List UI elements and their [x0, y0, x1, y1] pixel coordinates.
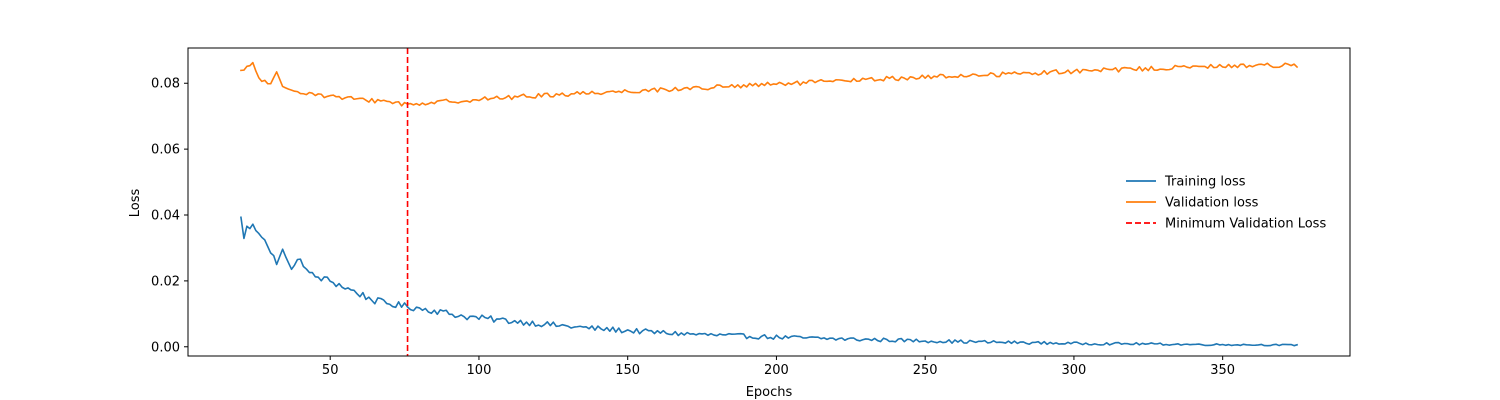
- x-tick-label: 150: [615, 363, 640, 378]
- legend: Training loss Validation loss Minimum Vali…: [1126, 175, 1326, 232]
- y-tick-label: 0.04: [151, 209, 180, 224]
- x-tick-label: 250: [913, 363, 938, 378]
- x-axis-label: Epochs: [746, 385, 793, 400]
- x-tick-label: 350: [1210, 363, 1235, 378]
- x-tick-label: 50: [322, 363, 339, 378]
- series-line-training-loss: [240, 216, 1299, 347]
- y-tick-label: 0.06: [151, 143, 180, 158]
- x-axis-ticks: 50 100 150 200 250 300 350: [322, 356, 1235, 378]
- y-axis-ticks: 0.00 0.02 0.04 0.06 0.08: [151, 77, 188, 355]
- legend-entry: Minimum Validation Loss: [1165, 217, 1326, 232]
- y-tick-label: 0.02: [151, 274, 180, 289]
- y-tick-label: 0.00: [151, 340, 180, 355]
- y-tick-label: 0.08: [151, 77, 180, 92]
- x-tick-label: 100: [467, 363, 492, 378]
- series-line-validation-loss: [240, 61, 1299, 107]
- legend-entry: Training loss: [1164, 175, 1246, 190]
- x-tick-label: 300: [1062, 363, 1087, 378]
- x-tick-label: 200: [764, 363, 789, 378]
- legend-entry: Validation loss: [1165, 196, 1259, 211]
- plot-area-background: [188, 48, 1350, 356]
- series-layer: [240, 61, 1299, 347]
- y-axis-label: Loss: [128, 189, 143, 218]
- plot-area-frame: [187, 47, 1351, 357]
